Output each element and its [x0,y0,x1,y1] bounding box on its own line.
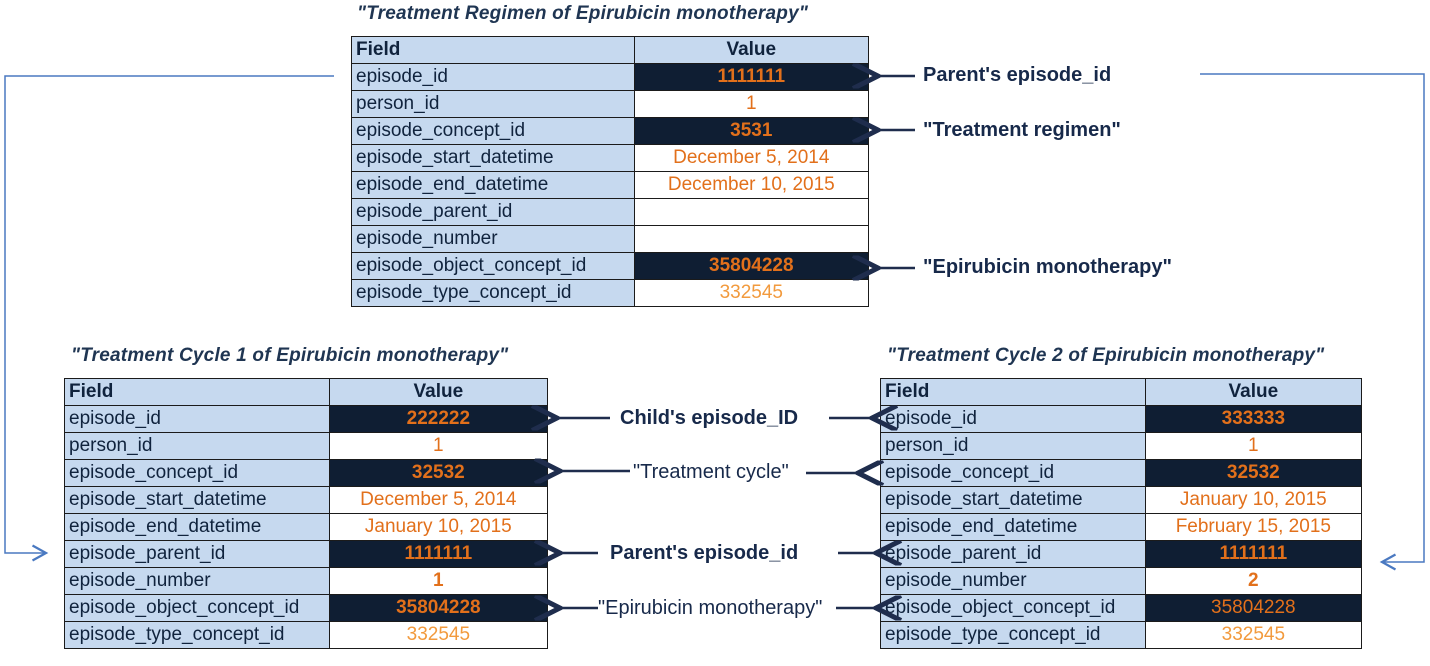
value-cell: 35804228 [1144,594,1363,622]
table-header-row: Field Value [880,378,1363,406]
table-row: episode_type_concept_id 332545 [64,621,549,649]
table-row: person_id 1 [64,432,549,460]
field-cell: episode_type_concept_id [64,621,330,649]
value-cell: 332545 [328,621,549,649]
field-cell: person_id [64,432,330,460]
table-header-row: Field Value [351,36,870,64]
cycle-object-note: "Epirubicin monotherapy" [598,597,823,619]
connector-right [1200,73,1425,571]
regimen-table: Field Value episode_id 1111111 person_id 1… [351,36,870,307]
field-cell: episode_number [880,567,1146,595]
field-cell: episode_concept_id [64,459,330,487]
table-row: episode_type_concept_id 332545 [351,279,870,307]
field-header: Field [880,378,1146,406]
table-row: episode_concept_id 3531 [351,117,870,145]
table-row: episode_parent_id 1111111 [64,540,549,568]
field-cell: episode_concept_id [351,117,635,145]
cycle1-table: Field Value episode_id 222222 person_id 1 … [64,378,549,649]
table-row: episode_start_datetime December 5, 2014 [351,144,870,172]
table-row: episode_type_concept_id 332545 [880,621,1363,649]
table-row: episode_object_concept_id 35804228 [64,594,549,622]
connector-left [4,75,334,562]
value-cell: 1111111 [328,540,549,568]
field-header: Field [351,36,635,64]
value-cell: 1 [328,567,549,595]
field-cell: episode_parent_id [64,540,330,568]
table-row: episode_object_concept_id 35804228 [351,252,870,280]
field-cell: episode_number [64,567,330,595]
value-cell: 1 [1144,432,1363,460]
field-cell: episode_id [64,405,330,433]
regimen-concept-note: "Treatment regimen" [923,119,1121,141]
table-header-row: Field Value [64,378,549,406]
field-cell: episode_parent_id [351,198,635,226]
field-cell: episode_number [351,225,635,253]
field-cell: episode_start_datetime [351,144,635,172]
value-cell: 332545 [1144,621,1363,649]
value-cell: December 5, 2014 [633,144,870,172]
cycle-concept-note: "Treatment cycle" [633,461,789,483]
value-cell: 1111111 [1144,540,1363,568]
field-cell: episode_parent_id [880,540,1146,568]
field-cell: episode_type_concept_id [351,279,635,307]
field-cell: episode_object_concept_id [880,594,1146,622]
value-cell: 1 [633,90,870,118]
table-row: episode_id 222222 [64,405,549,433]
value-cell: December 5, 2014 [328,486,549,514]
field-cell: episode_start_datetime [64,486,330,514]
table-row: episode_concept_id 32532 [880,459,1363,487]
value-cell: January 10, 2015 [1144,486,1363,514]
value-cell: 332545 [633,279,870,307]
value-cell: 2 [1144,567,1363,595]
field-cell: person_id [880,432,1146,460]
field-cell: episode_start_datetime [880,486,1146,514]
value-cell: 3531 [633,117,870,145]
cycle1-title: "Treatment Cycle 1 of Epirubicin monothe… [71,345,509,366]
value-cell: 1 [328,432,549,460]
table-row: episode_id 333333 [880,405,1363,433]
value-header: Value [328,378,549,406]
table-row: episode_parent_id 1111111 [880,540,1363,568]
value-header: Value [633,36,870,64]
regimen-parent-note: Parent's episode_id [923,64,1112,86]
value-cell [633,198,870,226]
table-row: episode_parent_id [351,198,870,226]
table-row: episode_object_concept_id 35804228 [880,594,1363,622]
regimen-title: "Treatment Regimen of Epirubicin monothe… [357,3,809,24]
value-cell: December 10, 2015 [633,171,870,199]
field-cell: episode_id [351,63,635,91]
field-header: Field [64,378,330,406]
value-cell: 1111111 [633,63,870,91]
table-row: episode_number 2 [880,567,1363,595]
field-cell: episode_type_concept_id [880,621,1146,649]
cycle2-table: Field Value episode_id 333333 person_id 1 … [880,378,1363,649]
table-row: episode_end_datetime December 10, 2015 [351,171,870,199]
value-cell: 222222 [328,405,549,433]
cycle-parent-note: Parent's episode_id [610,542,799,564]
table-row: person_id 1 [880,432,1363,460]
value-cell: February 15, 2015 [1144,513,1363,541]
child-id-note: Child's episode_ID [620,407,799,429]
field-cell: episode_object_concept_id [351,252,635,280]
value-header: Value [1144,378,1363,406]
table-row: episode_id 1111111 [351,63,870,91]
value-cell: 35804228 [328,594,549,622]
value-cell: 35804228 [633,252,870,280]
table-row: episode_end_datetime February 15, 2015 [880,513,1363,541]
value-cell: January 10, 2015 [328,513,549,541]
cycle2-title: "Treatment Cycle 2 of Epirubicin monothe… [887,345,1325,366]
table-row: episode_start_datetime January 10, 2015 [880,486,1363,514]
table-row: episode_number 1 [64,567,549,595]
table-row: episode_start_datetime December 5, 2014 [64,486,549,514]
value-cell: 333333 [1144,405,1363,433]
field-cell: episode_end_datetime [880,513,1146,541]
field-cell: episode_end_datetime [351,171,635,199]
regimen-object-note: "Epirubicin monotherapy" [923,256,1172,278]
